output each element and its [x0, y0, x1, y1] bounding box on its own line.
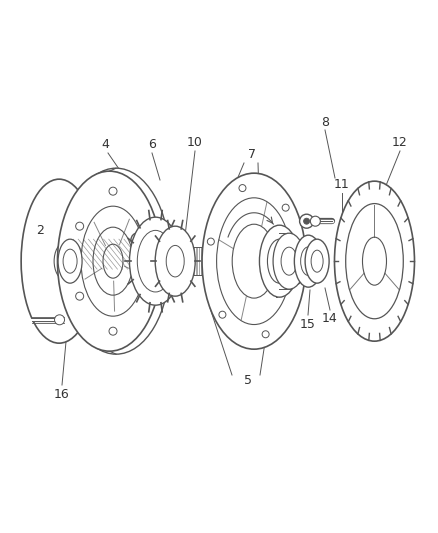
Circle shape — [239, 184, 246, 191]
Ellipse shape — [57, 171, 162, 351]
Text: 7: 7 — [248, 149, 256, 161]
Ellipse shape — [155, 226, 195, 296]
Ellipse shape — [259, 225, 300, 297]
Text: 4: 4 — [101, 139, 109, 151]
Ellipse shape — [62, 168, 170, 354]
Ellipse shape — [311, 250, 323, 272]
Ellipse shape — [217, 198, 291, 325]
Text: 5: 5 — [244, 374, 252, 386]
Ellipse shape — [58, 239, 82, 283]
Circle shape — [142, 292, 150, 300]
Ellipse shape — [268, 239, 291, 283]
Ellipse shape — [363, 237, 386, 285]
Ellipse shape — [281, 247, 297, 275]
Circle shape — [294, 277, 301, 284]
Ellipse shape — [294, 235, 322, 287]
Circle shape — [136, 238, 140, 242]
Ellipse shape — [137, 230, 174, 292]
Circle shape — [109, 327, 117, 335]
Ellipse shape — [59, 252, 69, 270]
Text: 9: 9 — [296, 256, 304, 270]
Circle shape — [282, 204, 289, 211]
Ellipse shape — [335, 181, 414, 341]
Ellipse shape — [166, 245, 184, 277]
Ellipse shape — [300, 247, 316, 276]
Ellipse shape — [93, 227, 133, 295]
Text: 12: 12 — [392, 136, 408, 149]
Text: 2: 2 — [36, 223, 44, 237]
Circle shape — [207, 238, 214, 245]
Text: 3: 3 — [74, 215, 82, 229]
Text: 13: 13 — [362, 227, 378, 239]
Ellipse shape — [103, 244, 123, 278]
Text: 8: 8 — [321, 116, 329, 128]
Text: 11: 11 — [334, 179, 350, 191]
Ellipse shape — [202, 173, 306, 349]
Circle shape — [76, 292, 84, 300]
Ellipse shape — [346, 204, 403, 319]
Circle shape — [304, 218, 310, 224]
Circle shape — [76, 222, 84, 230]
Circle shape — [131, 233, 145, 247]
Circle shape — [311, 216, 320, 226]
Circle shape — [219, 311, 226, 318]
Ellipse shape — [81, 206, 145, 316]
Ellipse shape — [21, 179, 97, 343]
Circle shape — [55, 315, 64, 325]
Text: 6: 6 — [148, 139, 156, 151]
Circle shape — [300, 214, 314, 228]
Text: 10: 10 — [187, 136, 203, 149]
Ellipse shape — [305, 239, 329, 283]
Circle shape — [142, 222, 150, 230]
Ellipse shape — [54, 243, 74, 279]
Ellipse shape — [273, 233, 305, 289]
Circle shape — [262, 331, 269, 338]
Text: 14: 14 — [322, 311, 338, 325]
Circle shape — [109, 187, 117, 195]
Ellipse shape — [232, 224, 276, 298]
Text: 16: 16 — [54, 389, 70, 401]
Ellipse shape — [130, 217, 181, 305]
Text: 15: 15 — [300, 319, 316, 332]
Ellipse shape — [63, 249, 77, 273]
